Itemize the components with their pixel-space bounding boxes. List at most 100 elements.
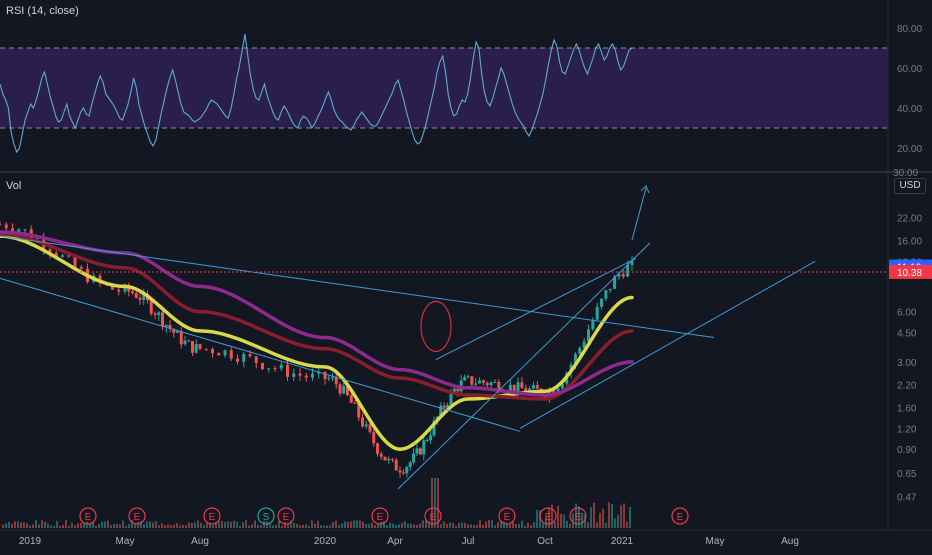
- candle-body: [198, 344, 202, 349]
- volume-bar: [122, 520, 124, 528]
- candle-body: [73, 256, 77, 267]
- volume-bar: [398, 524, 400, 528]
- earnings-marker[interactable]: [569, 507, 587, 525]
- earnings-marker[interactable]: [128, 507, 146, 525]
- volume-bar: [254, 520, 256, 528]
- volume-bar: [569, 523, 571, 528]
- candle-body: [361, 417, 364, 427]
- candle-body: [353, 402, 357, 404]
- volume-bar: [338, 524, 340, 528]
- volume-bar: [287, 524, 289, 528]
- volume-bar: [326, 525, 328, 528]
- volume-bar: [416, 524, 418, 528]
- candle-body: [591, 319, 595, 330]
- volume-bar: [425, 520, 427, 528]
- earnings-marker[interactable]: [257, 507, 275, 525]
- volume-bar: [491, 520, 493, 528]
- earnings-marker[interactable]: [498, 507, 516, 525]
- earnings-marker[interactable]: [79, 507, 97, 525]
- volume-bar: [83, 522, 85, 528]
- rsi-tick-label: 60.00: [897, 64, 922, 75]
- volume-bar: [221, 520, 223, 528]
- candle-body: [408, 462, 412, 468]
- volume-bar: [503, 521, 505, 528]
- volume-bar: [485, 521, 487, 528]
- candle-body: [489, 382, 493, 386]
- volume-bar: [275, 525, 277, 528]
- candle-body: [298, 373, 302, 376]
- volume-bar: [500, 520, 502, 528]
- candle-body: [357, 403, 361, 418]
- volume-bar: [119, 524, 121, 528]
- trendline[interactable]: [0, 235, 715, 339]
- candle-body: [418, 448, 422, 455]
- volume-bar: [488, 520, 490, 528]
- volume-bar: [437, 478, 439, 528]
- candle-body: [311, 373, 314, 378]
- earnings-marker[interactable]: [203, 507, 221, 525]
- trendline[interactable]: [519, 260, 816, 429]
- volume-bar: [143, 524, 145, 528]
- time-tick-label: May: [706, 536, 725, 547]
- price-tick-label: 0.90: [897, 445, 917, 456]
- time-tick-label: Jul: [462, 536, 475, 547]
- volume-bar: [173, 524, 175, 528]
- candle-body: [600, 298, 604, 307]
- volume-bar: [512, 520, 514, 528]
- candle-body: [304, 375, 308, 378]
- candle-body: [578, 347, 582, 354]
- volume-bar: [14, 521, 16, 528]
- earnings-marker-label: E: [85, 512, 92, 523]
- volume-bar: [116, 523, 118, 528]
- candle-body: [474, 383, 478, 385]
- earnings-marker[interactable]: [277, 507, 295, 525]
- trendline[interactable]: [397, 242, 651, 490]
- volume-bar: [353, 520, 355, 528]
- earnings-marker[interactable]: [424, 507, 442, 525]
- currency-badge[interactable]: USD: [894, 178, 926, 194]
- candle-body: [531, 385, 535, 389]
- volume-bar: [284, 522, 286, 528]
- volume-bar: [176, 523, 178, 528]
- earnings-marker[interactable]: [539, 507, 557, 525]
- candle-body: [346, 385, 349, 396]
- volume-bar: [443, 521, 445, 528]
- volume-bar: [572, 513, 574, 528]
- candle-body: [168, 324, 172, 329]
- volume-bar: [359, 520, 361, 528]
- volume-bar: [299, 525, 301, 528]
- trendline[interactable]: [435, 258, 637, 360]
- candle-body: [187, 340, 191, 342]
- volume-bar: [59, 525, 61, 528]
- volume-bar: [218, 521, 220, 528]
- volume-bar: [494, 525, 496, 528]
- volume-bar: [47, 523, 49, 528]
- volume-bar: [527, 522, 529, 528]
- price-tag-label: 10.38: [897, 268, 922, 279]
- volume-bar: [551, 504, 553, 528]
- volume-bar: [560, 513, 562, 528]
- volume-bar: [578, 506, 580, 528]
- volume-bar: [164, 525, 166, 528]
- earnings-marker[interactable]: [671, 507, 689, 525]
- volume-bar: [194, 522, 196, 528]
- volume-bar: [464, 522, 466, 528]
- candle-body: [617, 274, 621, 277]
- volume-bar: [11, 523, 13, 528]
- volume-bar: [2, 524, 4, 528]
- volume-bar: [242, 522, 244, 528]
- volume-bar: [23, 522, 25, 528]
- volume-bar: [380, 521, 382, 528]
- trendline[interactable]: [0, 277, 521, 432]
- candle-body: [164, 324, 168, 327]
- volume-bar: [554, 521, 556, 528]
- earnings-marker[interactable]: [371, 507, 389, 525]
- time-tick-label: 2020: [314, 536, 337, 547]
- trendlines: [0, 235, 816, 490]
- volume-bar: [419, 523, 421, 528]
- volume-bar: [461, 522, 463, 528]
- volume-bar: [452, 523, 454, 528]
- price-tick-label: 0.65: [897, 469, 917, 480]
- volume-bar: [92, 522, 94, 528]
